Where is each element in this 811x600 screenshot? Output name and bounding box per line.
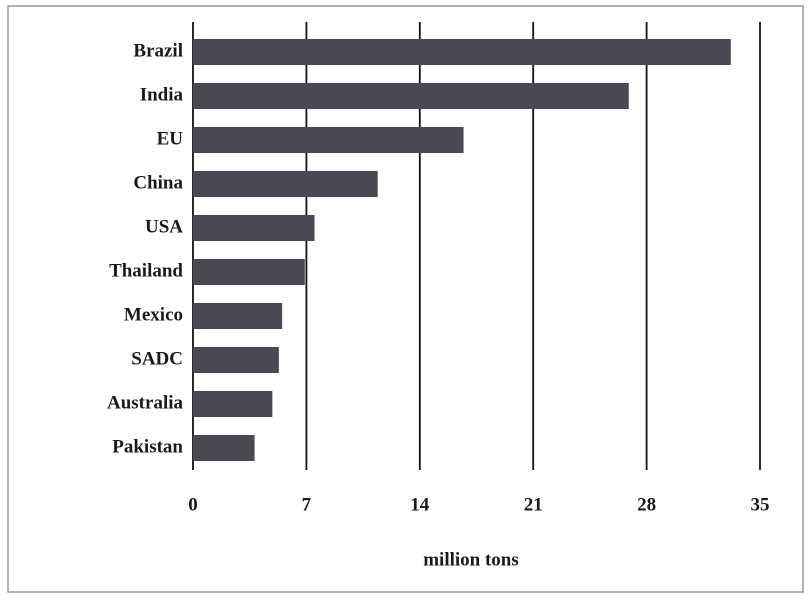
bar [193,303,283,329]
y-tick-label: Pakistan [112,436,183,457]
y-tick-label: Australia [107,392,184,413]
x-tick-label: 14 [410,494,430,515]
y-tick-label: India [140,84,184,105]
x-tick-label: 35 [751,494,770,515]
bar [193,215,315,241]
bar [193,39,731,65]
y-tick-label: Thailand [109,260,183,281]
y-tick-label: EU [157,128,184,149]
bar [193,83,629,109]
y-tick-label: China [133,172,183,193]
bar [193,259,305,285]
bar [193,391,273,417]
bar [193,347,279,373]
bar [193,435,255,461]
bar [193,127,464,153]
y-tick-label: Brazil [133,40,183,61]
x-axis-label: million tons [423,549,519,570]
y-tick-label: USA [145,216,183,237]
x-tick-label: 28 [637,494,656,515]
bar [193,171,378,197]
x-tick-label: 7 [302,494,312,515]
y-tick-label: SADC [131,348,183,369]
y-tick-label: Mexico [124,304,183,325]
x-tick-label: 21 [524,494,543,515]
x-tick-label: 0 [188,494,198,515]
